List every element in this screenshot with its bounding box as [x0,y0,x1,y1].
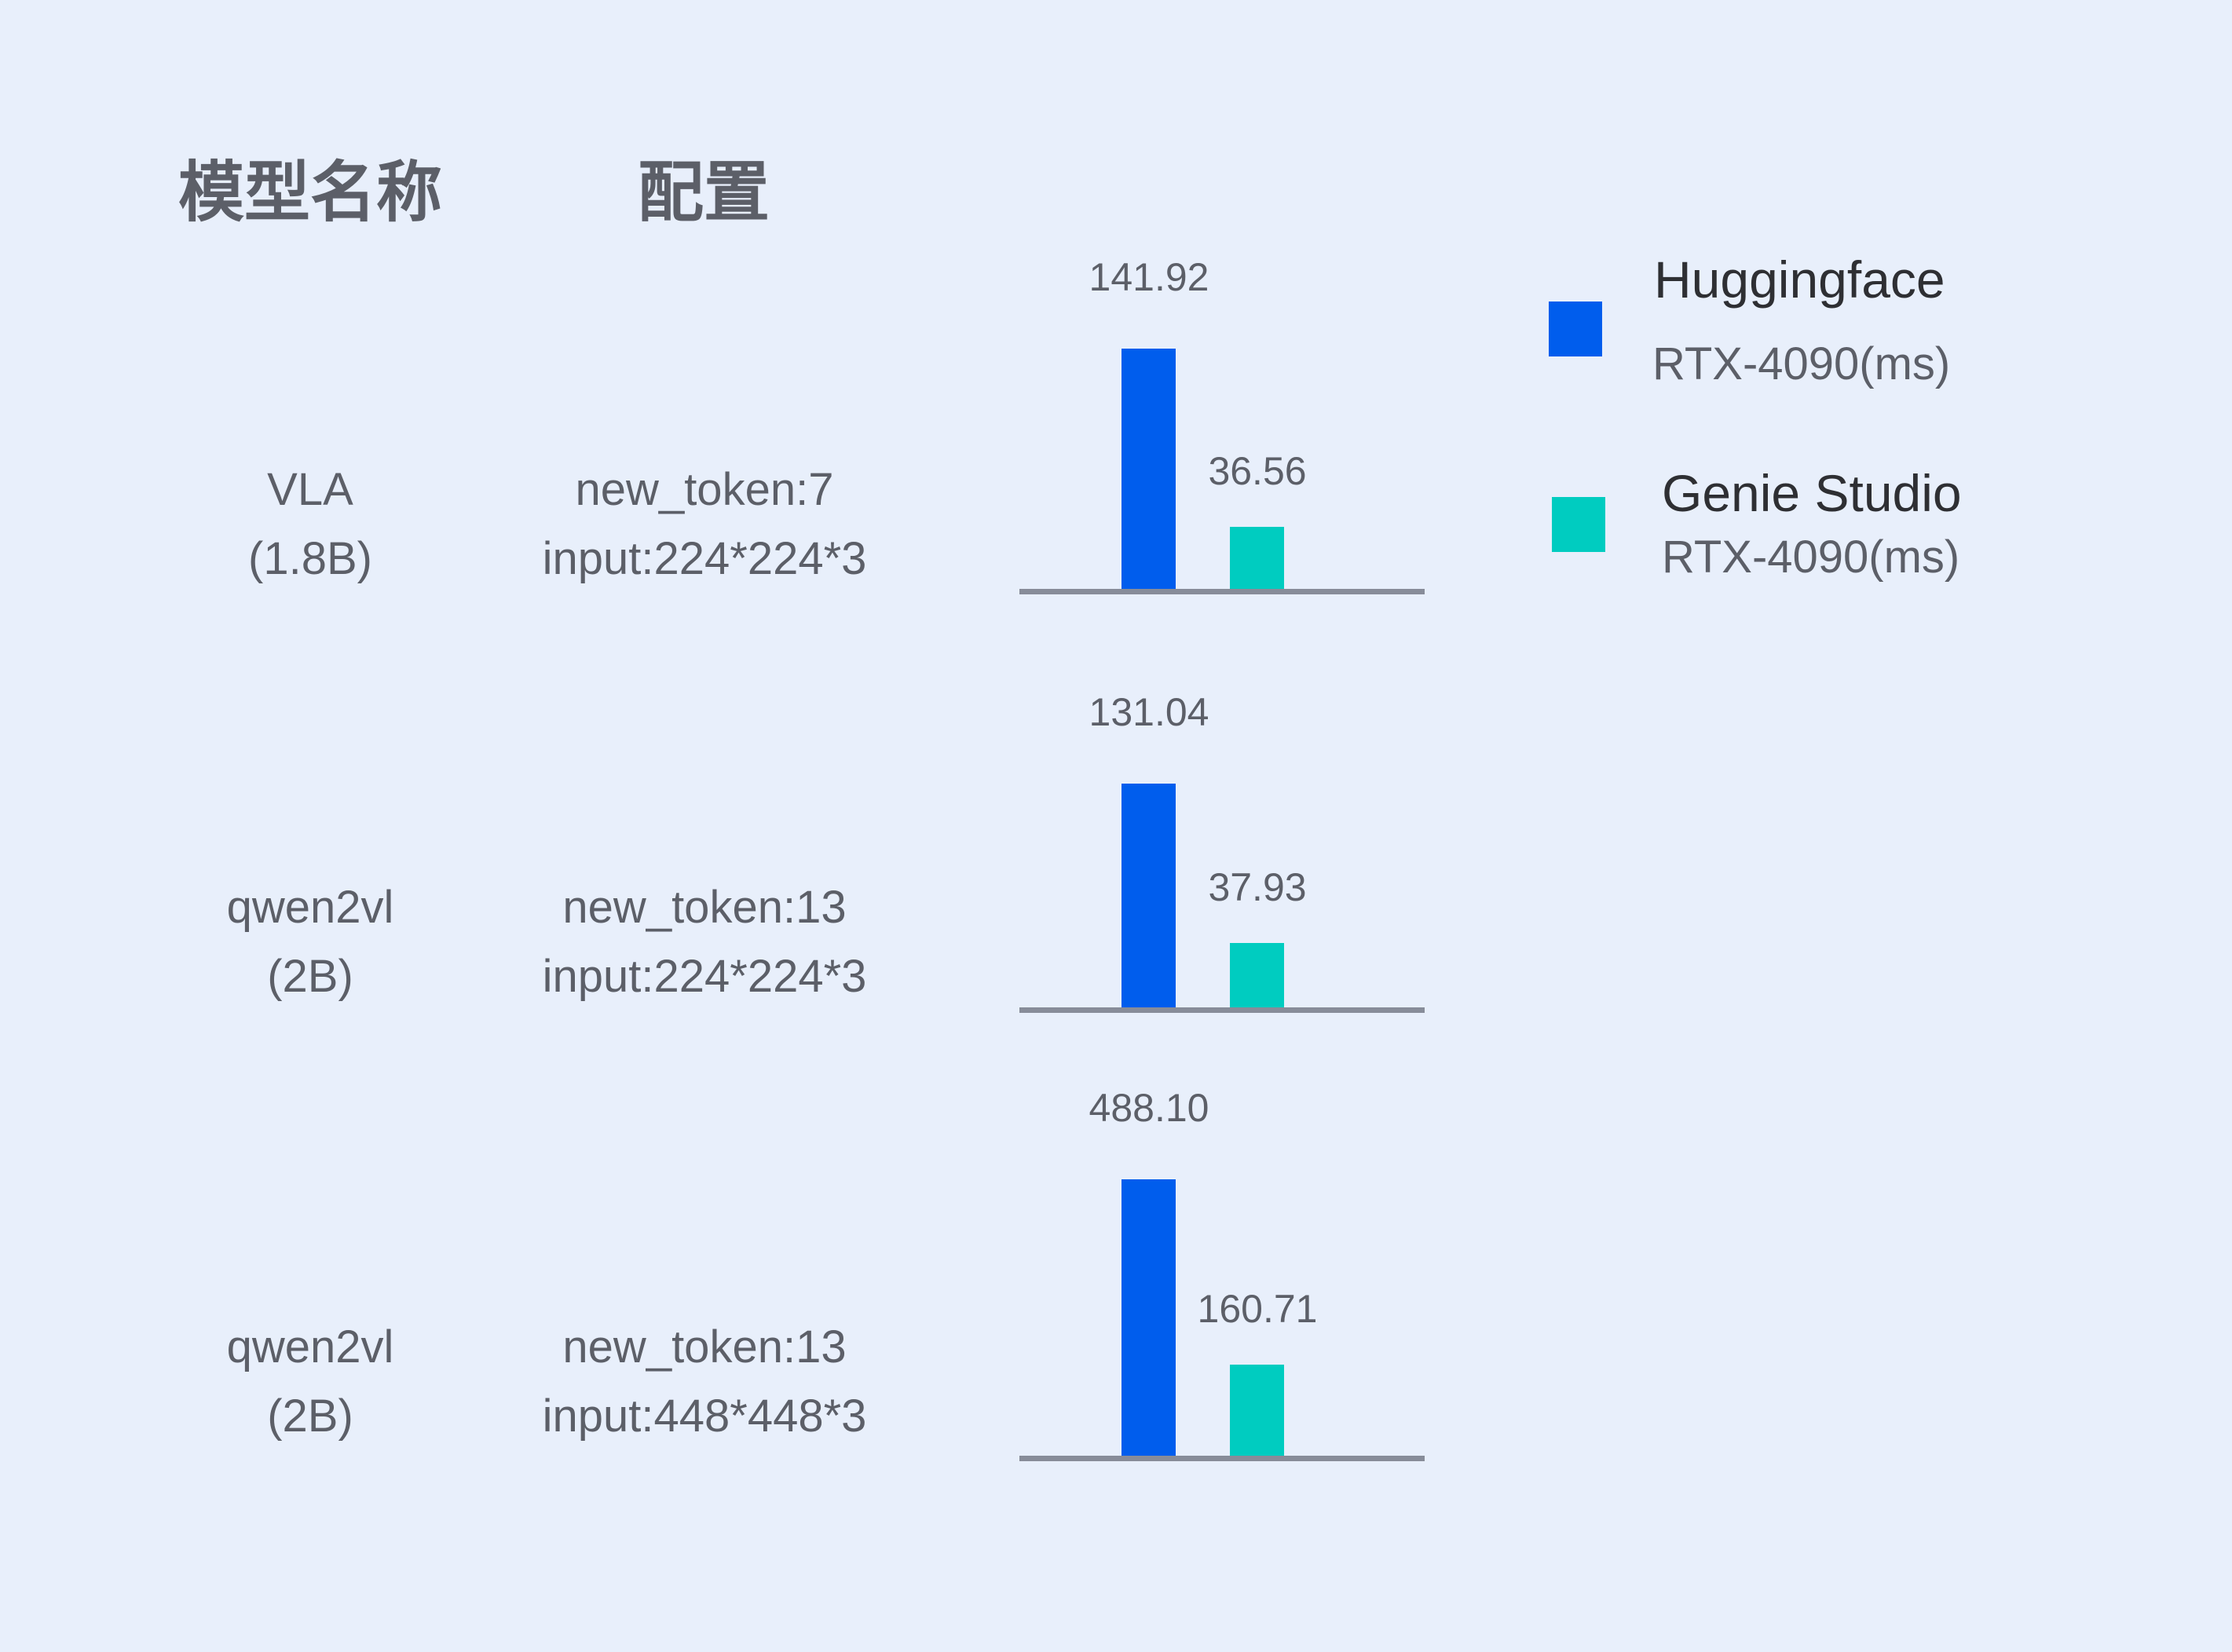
model-label: qwen2vl [226,1321,394,1372]
data-label: 141.92 [1089,255,1209,299]
model-config: new_token:7 input:224*224*3 [543,455,867,594]
config-input: input:224*224*3 [542,533,867,584]
model-name: qwen2vl (2B) [227,873,394,1011]
bar-huggingface [1121,784,1176,1007]
bar-genie-studio [1230,1365,1284,1456]
model-size: (1.8B) [248,533,372,584]
legend-name-genie: Genie Studio [1662,464,1962,522]
legend-unit-huggingface: RTX-4090(ms) [1652,338,1951,389]
bar-genie-studio [1230,527,1284,589]
legend-unit-genie: RTX-4090(ms) [1662,532,1960,583]
data-label: 37.93 [1208,864,1307,909]
bar-genie-studio [1230,942,1284,1007]
chart-baseline [1019,1456,1425,1461]
config-new-token: new_token:7 [575,464,834,515]
model-label: VLA [267,464,353,515]
header-model-name: 模型名称 [178,154,443,231]
bar-huggingface [1121,1179,1176,1456]
model-label: qwen2vl [226,882,394,933]
model-config: new_token:13 input:224*224*3 [543,873,867,1011]
model-config: new_token:13 input:448*448*3 [543,1313,867,1451]
chart-baseline [1019,1007,1425,1013]
model-name: qwen2vl (2B) [227,1313,394,1451]
model-name: VLA (1.8B) [248,455,372,594]
data-label: 36.56 [1208,449,1307,494]
config-input: input:448*448*3 [542,1391,867,1442]
config-input: input:224*224*3 [542,951,867,1002]
bar-huggingface [1121,349,1176,589]
chart-baseline [1019,589,1425,594]
header-config: 配置 [638,154,770,231]
legend-swatch-huggingface [1549,302,1602,356]
model-size: (2B) [267,951,353,1002]
legend-swatch-genie [1552,497,1605,552]
model-size: (2B) [267,1391,353,1442]
data-label: 160.71 [1197,1287,1318,1332]
data-label: 488.10 [1089,1086,1209,1130]
data-label: 131.04 [1089,690,1209,734]
config-new-token: new_token:13 [562,882,847,933]
config-new-token: new_token:13 [562,1321,847,1372]
legend-name-huggingface: Huggingface [1654,250,1945,309]
